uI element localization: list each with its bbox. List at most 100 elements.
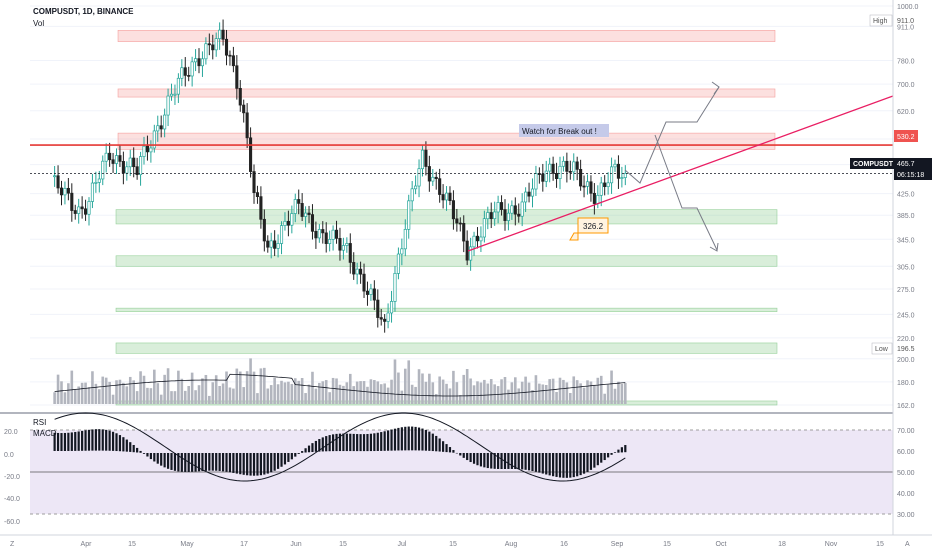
candle-bear	[372, 288, 376, 301]
candle-bull	[599, 182, 603, 196]
macd-histogram-bar	[572, 453, 575, 478]
candle-bull	[149, 147, 153, 153]
volume-bar	[166, 368, 170, 404]
candle-bear	[455, 218, 459, 224]
macd-histogram-bar	[218, 453, 221, 471]
macd-histogram-bar	[538, 453, 541, 473]
candle-bear	[183, 67, 187, 76]
candle-bear	[458, 222, 462, 225]
time-tick-label: 15	[128, 541, 136, 548]
volume-bar	[397, 372, 400, 404]
volume-bar	[183, 390, 187, 404]
macd-histogram-bar	[211, 453, 214, 471]
volume-bar	[507, 389, 510, 404]
macd-histogram-bar	[146, 453, 149, 457]
volume-bar	[142, 375, 146, 404]
macd-histogram-bar	[153, 453, 156, 462]
volume-bar	[108, 381, 111, 404]
candle-bear	[231, 55, 235, 67]
candle-bull	[166, 95, 170, 116]
low-label: Low	[875, 346, 889, 353]
candle-bear	[66, 187, 70, 194]
candle-bull	[493, 211, 497, 220]
macd-histogram-bar	[160, 453, 163, 466]
candle-bull	[520, 201, 524, 217]
time-axis[interactable]	[0, 535, 932, 550]
candle-bull	[283, 220, 287, 226]
candle-bull	[290, 213, 294, 226]
candle-bull	[279, 225, 284, 244]
candle-bull	[218, 29, 222, 39]
macd-histogram-bar	[617, 449, 620, 453]
volume-bars	[53, 358, 627, 404]
candle-bear	[307, 212, 311, 215]
volume-bar	[452, 370, 455, 404]
ascending-trendline	[467, 95, 894, 252]
volume-bar	[345, 382, 349, 404]
macd-histogram-bar	[448, 447, 452, 453]
candle-bull	[276, 243, 280, 249]
candle-bear	[135, 166, 139, 176]
candle-bull	[125, 166, 129, 174]
volume-bar	[483, 379, 486, 404]
macd-histogram-bar	[510, 453, 513, 469]
support-zone	[115, 255, 778, 267]
volume-bar	[128, 376, 132, 404]
candle-bull	[97, 178, 101, 183]
time-tick-label: Sep	[611, 541, 624, 548]
macd-histogram-bar	[390, 429, 393, 451]
candle-bear	[555, 173, 559, 180]
macd-histogram-bar	[287, 453, 290, 462]
macd-histogram-bar	[411, 426, 414, 451]
candle-bull	[63, 187, 67, 196]
price-axis[interactable]	[893, 0, 932, 550]
time-axis-corner-right[interactable]: A	[905, 541, 910, 548]
macd-histogram-bar	[201, 453, 204, 472]
candle-bull	[585, 181, 590, 187]
macd-histogram-bar	[304, 448, 307, 453]
symbol-tag-text: COMPUSDT	[853, 161, 894, 168]
volume-bar	[359, 381, 362, 404]
volume-bar	[211, 382, 215, 404]
volume-bar	[242, 387, 246, 404]
candle-bear	[352, 262, 356, 275]
volume-bar	[266, 388, 270, 404]
candle-bear	[297, 199, 301, 204]
time-tick-label: 15	[876, 541, 884, 548]
macd-histogram-bar	[129, 442, 132, 452]
high-badge	[869, 14, 893, 27]
candle-bull	[400, 248, 404, 255]
volume-bar	[70, 370, 74, 404]
volume-bar	[290, 383, 294, 404]
volume-bar	[252, 371, 256, 404]
macd-histogram-bar	[613, 452, 617, 453]
macd-histogram-bar	[514, 453, 517, 470]
candle-bear	[159, 125, 163, 130]
volume-bar	[386, 387, 390, 404]
volume-bar	[104, 377, 108, 404]
candle-bear	[489, 212, 493, 220]
candle-bear	[266, 240, 270, 248]
volume-bar	[125, 386, 129, 404]
macd-histogram-bar	[397, 427, 400, 451]
price-tick-label: 180.0	[897, 380, 915, 387]
volume-bar	[218, 385, 221, 404]
volume-bar	[115, 380, 118, 404]
macd-histogram-bar	[225, 453, 228, 472]
candle-bull	[530, 188, 535, 197]
volume-bar	[476, 381, 479, 404]
candle-bear	[73, 210, 77, 214]
low-badge	[871, 342, 893, 355]
macd-histogram-bar	[56, 432, 60, 451]
candle-bull	[180, 67, 184, 79]
candle-bear	[70, 192, 74, 211]
macd-histogram-bar	[462, 453, 465, 458]
volume-bar	[318, 382, 321, 404]
macd-histogram-bar	[356, 434, 359, 452]
macd-histogram-bar	[335, 433, 338, 452]
volume-bar	[538, 383, 541, 404]
time-axis-corner-left[interactable]: Z	[10, 541, 15, 548]
volume-bar	[445, 383, 448, 404]
volume-bar	[572, 376, 576, 404]
